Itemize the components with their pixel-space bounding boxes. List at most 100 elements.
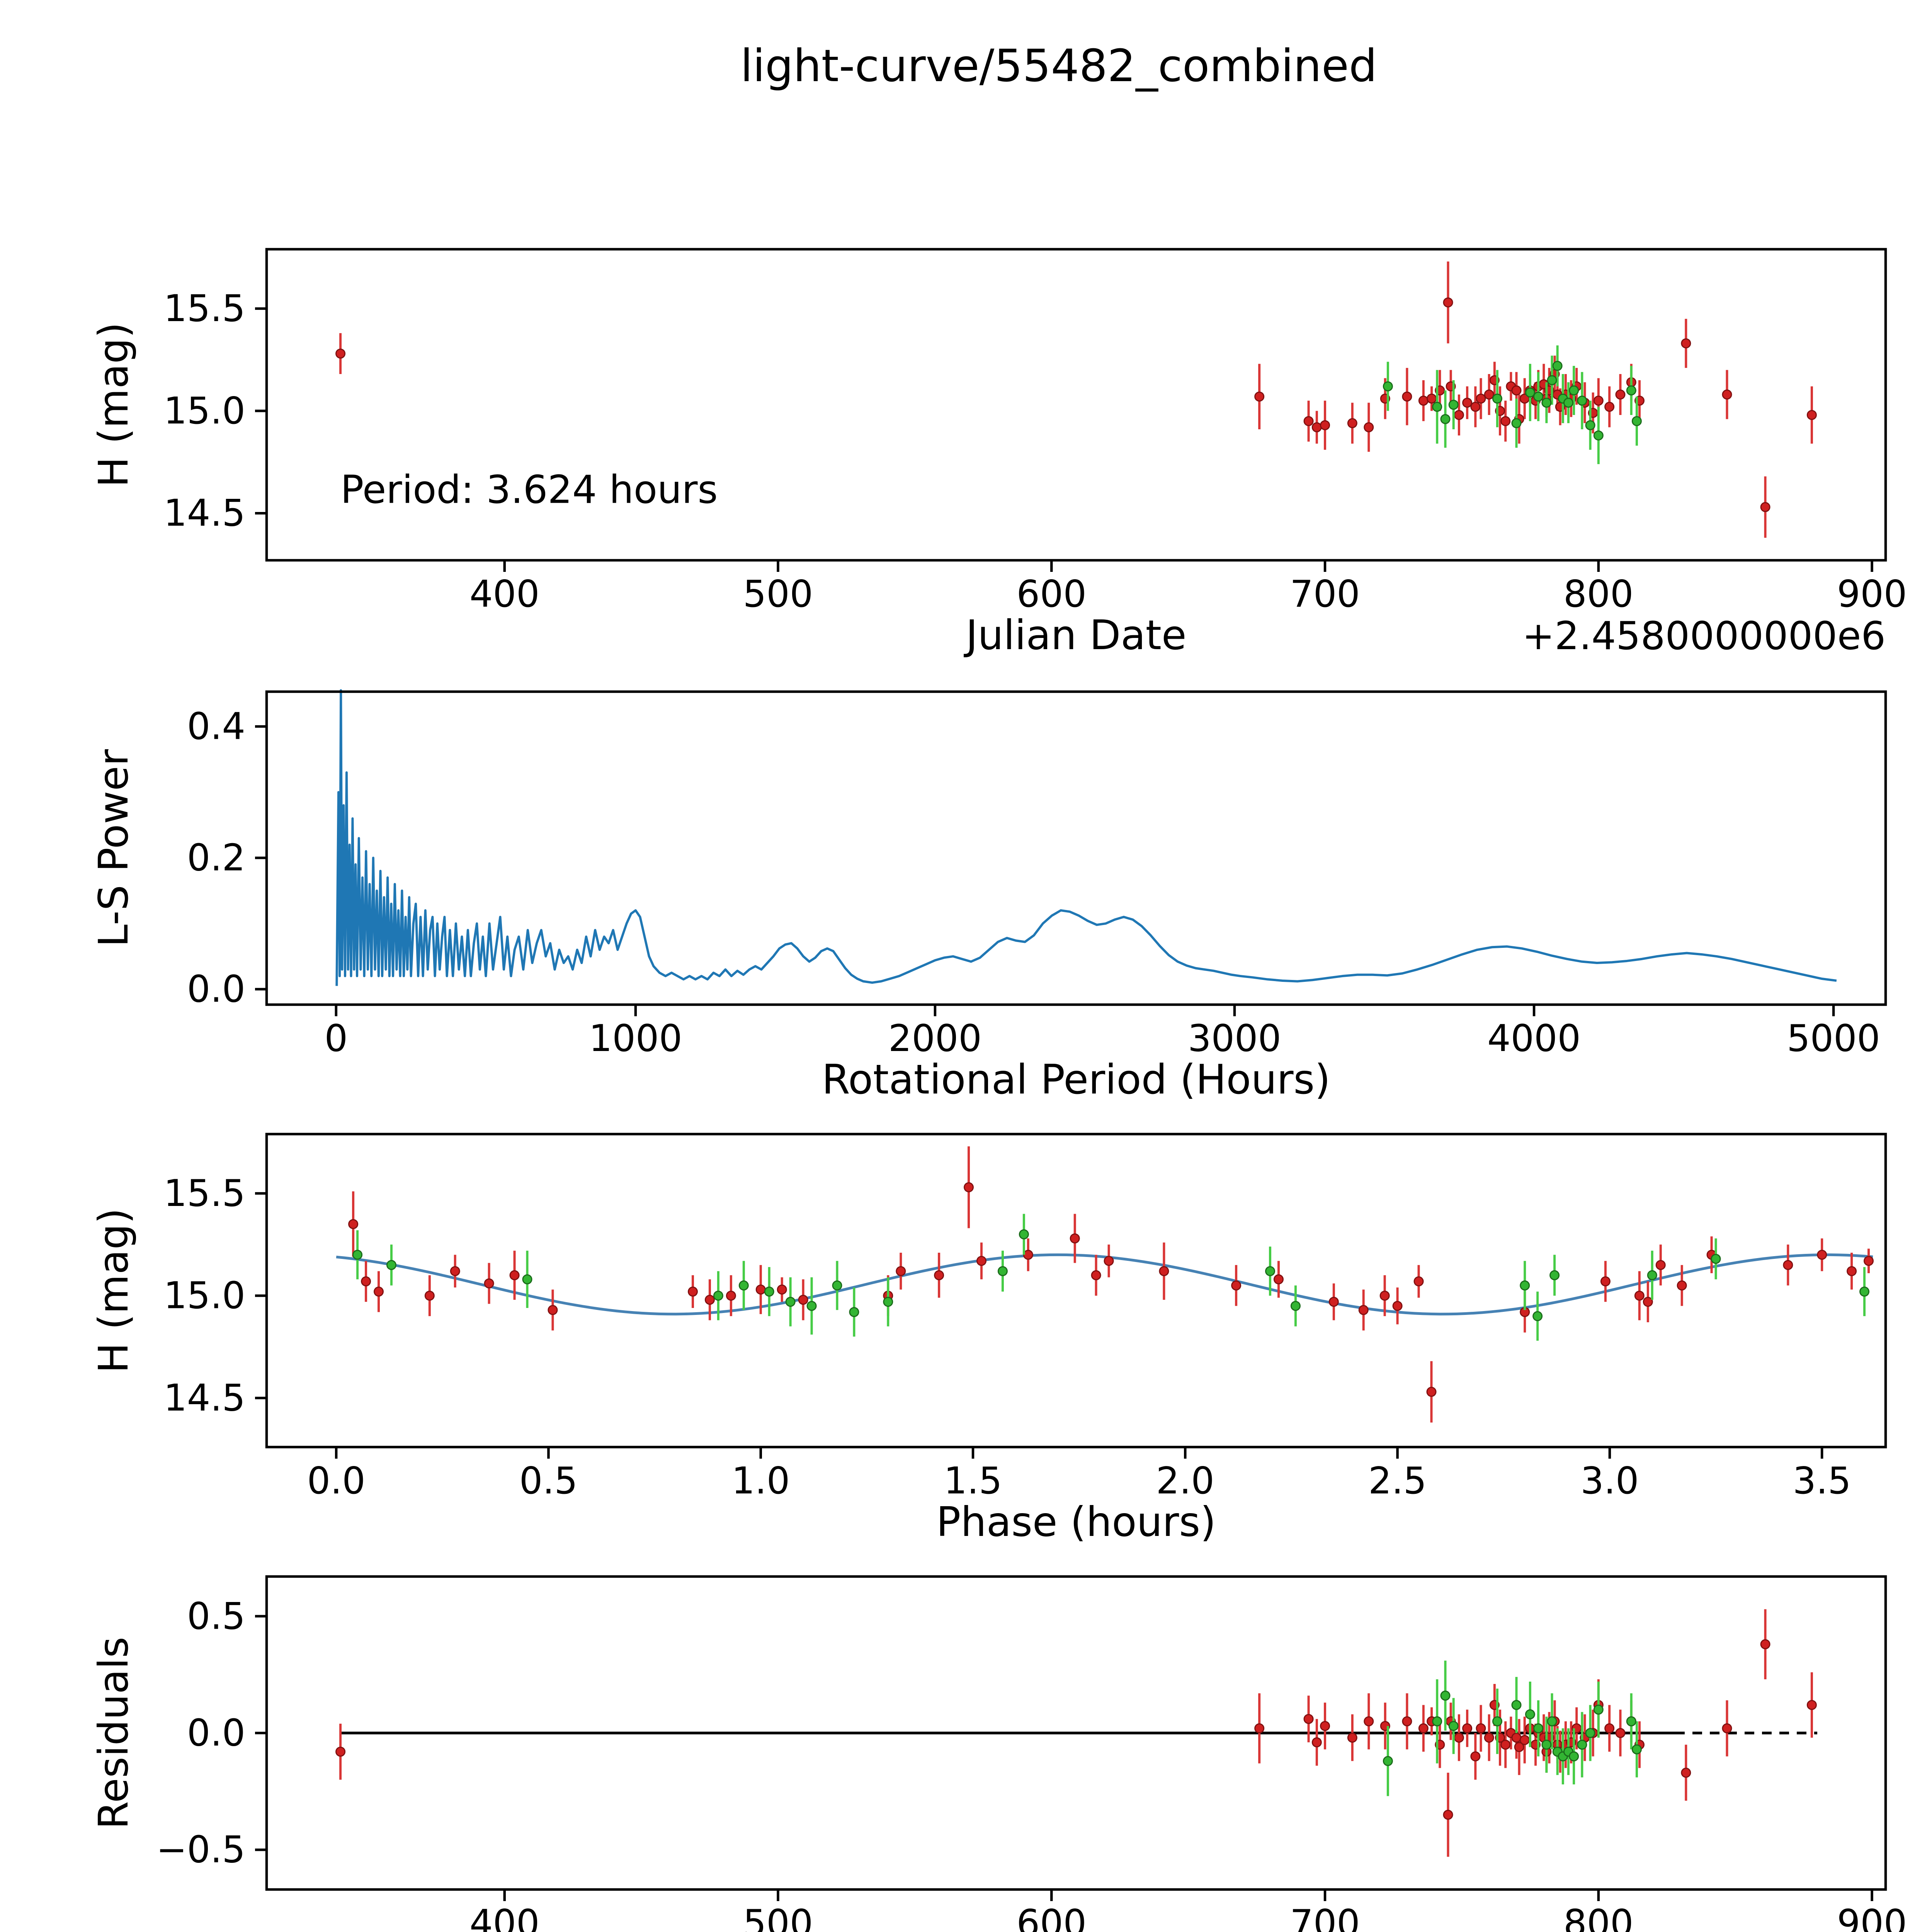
green-data-point xyxy=(1525,1709,1535,1719)
green-data-point xyxy=(1593,1704,1604,1715)
green-data-point xyxy=(522,1274,532,1284)
red-data-point xyxy=(1364,422,1374,432)
red-data-point xyxy=(1806,1700,1817,1710)
red-data-point xyxy=(1462,398,1473,408)
red-data-point xyxy=(1615,389,1626,400)
red-data-point xyxy=(1604,1723,1615,1733)
red-data-point xyxy=(1864,1256,1874,1266)
periodogram-line xyxy=(335,689,1837,986)
green-data-point xyxy=(1631,416,1642,426)
axes-frame xyxy=(265,690,1887,1006)
red-data-point xyxy=(348,1219,359,1229)
red-data-point xyxy=(424,1291,435,1301)
x-tick-label: 0.5 xyxy=(519,1460,578,1502)
red-data-point xyxy=(755,1284,766,1295)
green-data-point xyxy=(1541,1740,1552,1750)
x-tick-label: 700 xyxy=(1290,1902,1360,1932)
red-data-point xyxy=(1426,1387,1437,1397)
x-tick-label: 3.5 xyxy=(1793,1460,1851,1502)
y-axis-label: H (mag) xyxy=(90,1208,137,1373)
figure-title: light-curve/55482_combined xyxy=(740,40,1377,92)
panel-3: 0.0 0.5 1.0 1.5 2.0 2.5 3.0 3.5 14.5 15.0 15.5 Phas… xyxy=(90,1133,1887,1546)
red-data-point xyxy=(1454,1733,1464,1743)
red-data-point xyxy=(1104,1256,1114,1266)
green-data-point xyxy=(1533,391,1544,402)
red-data-point xyxy=(1655,1260,1666,1270)
red-data-point xyxy=(1511,385,1522,396)
green-data-point xyxy=(849,1307,859,1317)
green-series xyxy=(1383,345,1642,464)
panel-1: 400 500 600 700 800 900 14.5 15.0 15.5 Julian Dat… xyxy=(90,248,1907,659)
red-data-point xyxy=(1615,1728,1626,1738)
green-data-point xyxy=(386,1260,396,1270)
x-tick-label: 900 xyxy=(1837,573,1907,616)
red-data-point xyxy=(335,349,346,359)
axes-frame xyxy=(265,1133,1887,1449)
green-data-point xyxy=(1290,1301,1301,1311)
x-tick-label: 0.0 xyxy=(307,1460,366,1502)
y-tick-label: −0.5 xyxy=(156,1829,245,1871)
period-annotation: Period: 3.624 hours xyxy=(340,467,718,512)
x-tick-label: 400 xyxy=(469,573,539,616)
x-tick-label: 1.0 xyxy=(731,1460,790,1502)
green-data-point xyxy=(1541,398,1552,408)
red-data-point xyxy=(1454,410,1464,420)
red-data-point xyxy=(1402,391,1412,402)
green-data-point xyxy=(1492,393,1502,404)
y-tick-label: 0.0 xyxy=(187,968,245,1011)
red-data-point xyxy=(1817,1250,1827,1260)
green-data-point xyxy=(713,1291,723,1301)
x-axis-label: Phase (hours) xyxy=(936,1498,1216,1546)
red-data-point xyxy=(798,1294,808,1305)
red-data-point xyxy=(1364,1716,1374,1726)
red-data-point xyxy=(934,1270,944,1281)
green-data-point xyxy=(1711,1253,1721,1264)
red-data-point xyxy=(1328,1297,1339,1307)
x-axis-label: Rotational Period (Hours) xyxy=(822,1056,1330,1103)
x-tick-label: 2.5 xyxy=(1368,1460,1427,1502)
red-data-point xyxy=(1634,1291,1645,1301)
y-tick-label: 15.0 xyxy=(163,390,245,432)
red-data-point xyxy=(1681,1767,1691,1778)
x-tick-label: 500 xyxy=(743,573,813,616)
green-data-point xyxy=(785,1297,796,1307)
green-data-point xyxy=(1383,1756,1393,1766)
red-data-point xyxy=(1760,502,1770,512)
green-data-point xyxy=(1532,1311,1543,1321)
red-data-point xyxy=(1418,1723,1429,1733)
red-data-point xyxy=(1677,1280,1687,1291)
red-data-point xyxy=(704,1294,715,1305)
y-tick-label: 15.5 xyxy=(163,287,245,330)
plots-container: 400 500 600 700 800 900 14.5 15.0 15.5 Julian Dat… xyxy=(90,248,1907,1932)
red-data-point xyxy=(1274,1274,1284,1284)
green-data-point xyxy=(1511,418,1522,429)
green-data-point xyxy=(1432,1716,1442,1726)
red-data-point xyxy=(1347,418,1357,429)
red-data-point xyxy=(1443,1810,1453,1820)
red-data-point xyxy=(1604,401,1615,412)
green-data-point xyxy=(1585,1728,1595,1738)
green-data-point xyxy=(1533,1723,1544,1733)
green-data-point xyxy=(883,1297,893,1307)
green-data-point xyxy=(1432,401,1442,412)
green-data-point xyxy=(1547,1716,1557,1726)
green-data-point xyxy=(352,1250,363,1260)
green-data-point xyxy=(1626,1716,1636,1726)
red-data-point xyxy=(1519,1735,1530,1745)
red-data-point xyxy=(361,1276,371,1287)
x-offset-text: +2.4580000000e6 xyxy=(1522,613,1886,658)
green-data-point xyxy=(1569,1751,1579,1762)
red-data-point xyxy=(1303,1714,1314,1724)
red-data-point xyxy=(1806,410,1817,420)
red-data-point xyxy=(1484,389,1494,400)
red-data-point xyxy=(1514,1742,1524,1752)
x-tick-label: 600 xyxy=(1017,1902,1087,1932)
red-data-point xyxy=(1476,1723,1486,1733)
red-data-point xyxy=(1470,1751,1481,1762)
green-data-point xyxy=(1492,1716,1502,1726)
red-data-point xyxy=(1303,416,1314,426)
x-tick-label: 3000 xyxy=(1188,1017,1281,1060)
red-data-point xyxy=(509,1270,520,1281)
